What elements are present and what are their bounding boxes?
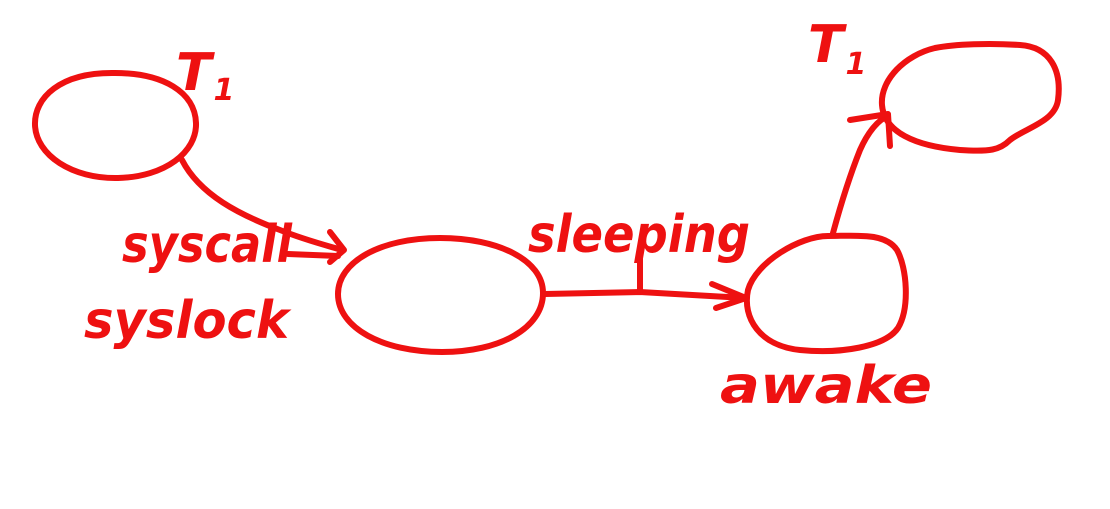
label-awake: awake [720, 356, 932, 416]
label-t1-left: T1 [176, 43, 234, 108]
label-sleeping: sleeping [528, 205, 750, 265]
edge-left-to-center [179, 157, 345, 253]
edge-awake-to-right [830, 113, 891, 236]
label-t1-left-sub: 1 [213, 73, 234, 108]
node-right-t1 [878, 41, 1062, 154]
arrowhead-center-to-awake [709, 281, 749, 311]
label-syslock: syslock [84, 291, 292, 351]
diagram-ink: T1 T1 syscall syslock sleeping awake [31, 15, 1062, 416]
label-syscall: syscall [122, 215, 293, 275]
arrowhead-awake-to-right [847, 111, 893, 149]
label-t1-right: T1 [808, 15, 866, 82]
node-center [335, 235, 546, 355]
node-awake [743, 232, 909, 355]
arrow-dash-syscall [285, 251, 341, 259]
node-left-t1 [31, 69, 200, 182]
label-t1-right-sub: 1 [845, 47, 866, 82]
edge-center-to-awake [542, 289, 748, 301]
